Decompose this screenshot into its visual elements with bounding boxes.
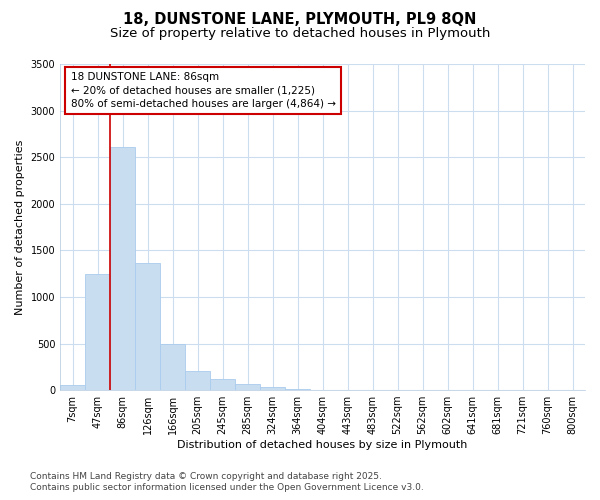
Bar xyxy=(85,274,110,390)
Bar xyxy=(285,389,310,390)
Bar xyxy=(185,370,210,390)
Bar xyxy=(135,264,160,390)
Text: 18 DUNSTONE LANE: 86sqm
← 20% of detached houses are smaller (1,225)
80% of semi: 18 DUNSTONE LANE: 86sqm ← 20% of detache… xyxy=(71,72,335,108)
Bar xyxy=(160,344,185,390)
Bar xyxy=(210,380,235,390)
Bar xyxy=(60,386,85,390)
X-axis label: Distribution of detached houses by size in Plymouth: Distribution of detached houses by size … xyxy=(178,440,468,450)
Text: 18, DUNSTONE LANE, PLYMOUTH, PL9 8QN: 18, DUNSTONE LANE, PLYMOUTH, PL9 8QN xyxy=(124,12,476,28)
Text: Contains HM Land Registry data © Crown copyright and database right 2025.
Contai: Contains HM Land Registry data © Crown c… xyxy=(30,472,424,492)
Text: Size of property relative to detached houses in Plymouth: Size of property relative to detached ho… xyxy=(110,28,490,40)
Y-axis label: Number of detached properties: Number of detached properties xyxy=(15,140,25,314)
Bar xyxy=(235,384,260,390)
Bar xyxy=(260,388,285,390)
Bar xyxy=(110,147,135,390)
